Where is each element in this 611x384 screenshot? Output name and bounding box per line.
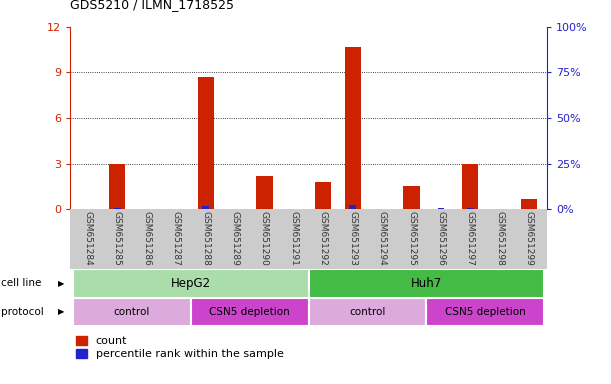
Text: GSM651286: GSM651286 xyxy=(142,211,152,266)
Text: CSN5 depletion: CSN5 depletion xyxy=(210,307,290,317)
Bar xyxy=(315,182,331,209)
Bar xyxy=(309,298,426,326)
Bar xyxy=(521,199,537,209)
Bar xyxy=(345,46,360,209)
Bar xyxy=(73,269,309,298)
Text: protocol: protocol xyxy=(1,307,44,317)
Bar xyxy=(257,176,273,209)
Bar xyxy=(403,187,420,209)
Text: CSN5 depletion: CSN5 depletion xyxy=(445,307,525,317)
Text: GSM651293: GSM651293 xyxy=(348,211,357,266)
Text: GSM651285: GSM651285 xyxy=(113,211,122,266)
Text: GSM651297: GSM651297 xyxy=(466,211,475,266)
Text: GSM651299: GSM651299 xyxy=(525,211,533,266)
Text: GDS5210 / ILMN_1718525: GDS5210 / ILMN_1718525 xyxy=(70,0,234,12)
Text: GSM651289: GSM651289 xyxy=(230,211,240,266)
Bar xyxy=(109,164,125,209)
Bar xyxy=(309,269,544,298)
Bar xyxy=(426,298,544,326)
Text: control: control xyxy=(349,307,386,317)
Text: GSM651288: GSM651288 xyxy=(201,211,210,266)
Text: GSM651290: GSM651290 xyxy=(260,211,269,266)
Text: HepG2: HepG2 xyxy=(171,277,211,290)
Text: cell line: cell line xyxy=(1,278,42,288)
Bar xyxy=(463,164,478,209)
Text: Huh7: Huh7 xyxy=(411,277,442,290)
Text: control: control xyxy=(114,307,150,317)
Text: GSM651296: GSM651296 xyxy=(436,211,445,266)
Bar xyxy=(73,298,191,326)
Text: GSM651298: GSM651298 xyxy=(496,211,504,266)
Bar xyxy=(202,206,209,209)
Bar xyxy=(197,77,214,209)
Text: ▶: ▶ xyxy=(57,308,64,316)
Bar xyxy=(349,205,356,209)
Text: GSM651292: GSM651292 xyxy=(319,211,327,266)
Legend: count, percentile rank within the sample: count, percentile rank within the sample xyxy=(76,336,284,359)
Bar xyxy=(437,208,444,209)
Text: GSM651284: GSM651284 xyxy=(84,211,92,266)
Text: ▶: ▶ xyxy=(57,279,64,288)
Text: GSM651291: GSM651291 xyxy=(290,211,298,266)
Text: GSM651287: GSM651287 xyxy=(172,211,181,266)
Bar xyxy=(191,298,309,326)
Text: GSM651295: GSM651295 xyxy=(407,211,416,266)
Text: GSM651294: GSM651294 xyxy=(378,211,387,266)
